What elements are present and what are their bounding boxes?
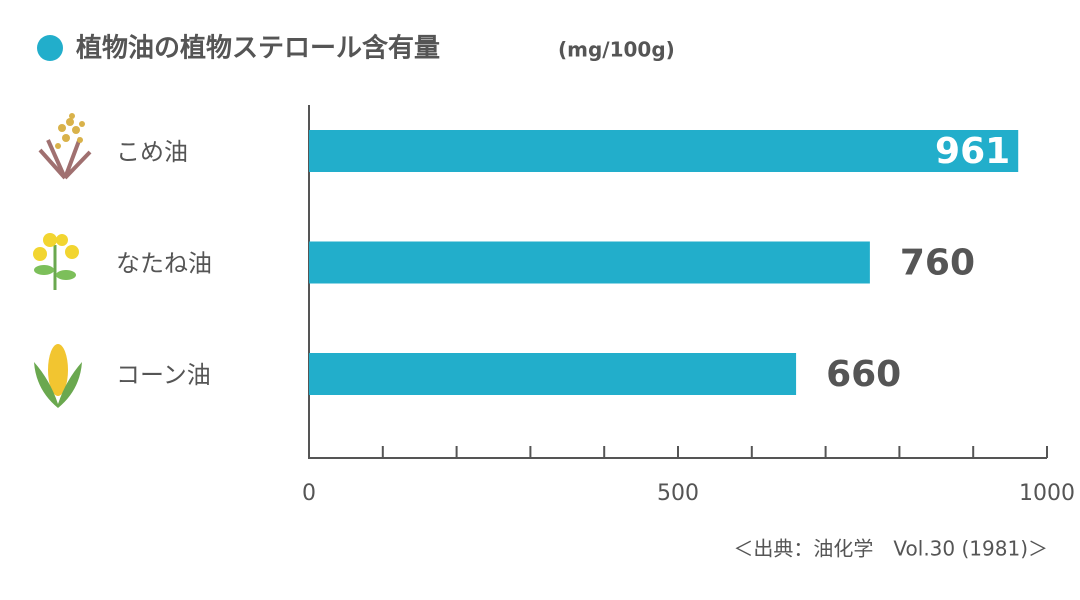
rapeseed-icon — [33, 233, 79, 290]
corn-icon — [34, 344, 82, 408]
value-label: 961 — [935, 131, 1010, 172]
x-tick-label: 0 — [302, 481, 316, 506]
value-label: 660 — [826, 354, 901, 395]
bar — [309, 241, 870, 284]
category-label: なたね油 — [116, 250, 212, 278]
category-label: こめ油 — [116, 138, 188, 166]
x-tick-label: 1000 — [1019, 481, 1075, 506]
chart-unit: (mg/100g) — [558, 38, 675, 62]
bar — [309, 130, 1019, 172]
chart-title: 植物油の植物ステロール含有量 — [76, 33, 440, 64]
value-label: 760 — [900, 243, 975, 284]
x-tick-label: 500 — [657, 481, 699, 506]
bar — [309, 353, 797, 395]
category-label: コーン油 — [116, 361, 211, 389]
rice-icon — [38, 113, 92, 180]
title-dot — [37, 35, 63, 61]
source: ＜出典：油化学 Vol.30 (1981)＞ — [733, 537, 1048, 561]
